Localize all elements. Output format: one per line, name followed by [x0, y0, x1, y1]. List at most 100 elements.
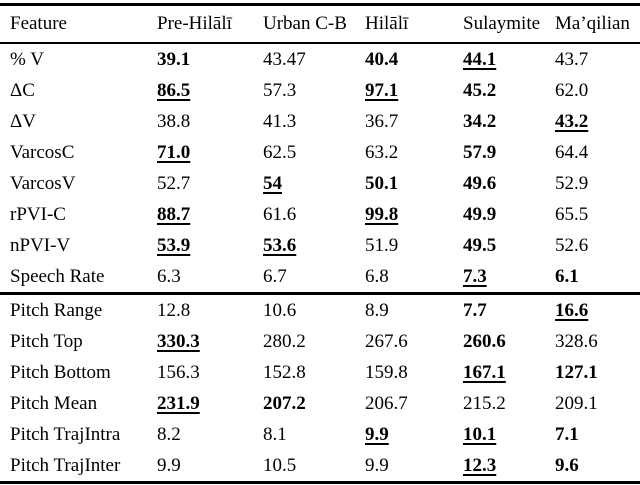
cell-value: 86.5 [157, 79, 191, 101]
cell-value: 9.6 [555, 454, 579, 476]
value-cell: 43.2 [555, 106, 640, 137]
cell-value: 64.4 [555, 141, 589, 163]
value-cell: 86.5 [157, 75, 263, 106]
cell-value: 267.6 [365, 330, 408, 352]
cell-value: 38.8 [157, 110, 191, 132]
table-row: ΔV 38.8 41.3 36.7 34.2 43.2 [0, 106, 640, 137]
value-cell: 62.0 [555, 75, 640, 106]
table-row: Pitch Bottom 156.3 152.8 159.8 167.1 127.1 [0, 357, 640, 388]
cell-value: 10.6 [263, 299, 297, 321]
cell-value: 10.5 [263, 454, 297, 476]
cell-value: 36.7 [365, 110, 399, 132]
table-row: ΔC 86.5 57.3 97.1 45.2 62.0 [0, 75, 640, 106]
value-cell: 34.2 [463, 106, 555, 137]
value-cell: 50.1 [365, 168, 463, 199]
cell-value: 12.3 [463, 454, 497, 476]
cell-value: 71.0 [157, 141, 191, 163]
feature-cell: Pitch Bottom [10, 361, 111, 383]
cell-value: 41.3 [263, 110, 297, 132]
value-cell: 9.6 [555, 450, 640, 483]
cell-value: 39.1 [157, 48, 191, 70]
cell-value: 330.3 [157, 330, 200, 352]
value-cell: 10.5 [263, 450, 365, 483]
table-header: Feature Pre-Hilālī Urban C-B Hilālī Sula… [0, 4, 640, 44]
feature-cell: rPVI-C [10, 203, 66, 225]
cell-value: 53.6 [263, 234, 297, 256]
value-cell: 156.3 [157, 357, 263, 388]
cell-value: 52.9 [555, 172, 589, 194]
cell-value: 9.9 [365, 454, 389, 476]
cell-value: 8.2 [157, 423, 181, 445]
value-cell: 7.3 [463, 261, 555, 294]
value-cell: 52.6 [555, 230, 640, 261]
cell-value: 9.9 [157, 454, 181, 476]
cell-value: 51.9 [365, 234, 399, 256]
cell-value: 57.9 [463, 141, 497, 163]
value-cell: 9.9 [157, 450, 263, 483]
cell-value: 49.6 [463, 172, 497, 194]
value-cell: 6.7 [263, 261, 365, 294]
cell-value: 6.1 [555, 265, 579, 287]
value-cell: 330.3 [157, 326, 263, 357]
column-header-sulaymite: Sulaymite [463, 4, 555, 44]
value-cell: 206.7 [365, 388, 463, 419]
column-header-pre-hilali: Pre-Hilālī [157, 4, 263, 44]
cell-value: 7.3 [463, 265, 487, 287]
value-cell: 99.8 [365, 199, 463, 230]
value-cell: 267.6 [365, 326, 463, 357]
cell-value: 8.9 [365, 299, 389, 321]
feature-cell: Pitch TrajIntra [10, 423, 121, 445]
value-cell: 39.1 [157, 43, 263, 75]
value-cell: 53.6 [263, 230, 365, 261]
cell-value: 7.1 [555, 423, 579, 445]
cell-value: 159.8 [365, 361, 408, 383]
cell-value: 328.6 [555, 330, 598, 352]
cell-value: 207.2 [263, 392, 306, 414]
value-cell: 52.7 [157, 168, 263, 199]
table-row: Pitch Top 330.3 280.2 267.6 260.6 328.6 [0, 326, 640, 357]
value-cell: 167.1 [463, 357, 555, 388]
cell-value: 43.2 [555, 110, 589, 132]
value-cell: 280.2 [263, 326, 365, 357]
table-row: VarcosC 71.0 62.5 63.2 57.9 64.4 [0, 137, 640, 168]
column-header-hilali: Hilālī [365, 4, 463, 44]
cell-value: 43.47 [263, 48, 306, 70]
value-cell: 57.3 [263, 75, 365, 106]
value-cell: 36.7 [365, 106, 463, 137]
cell-value: 97.1 [365, 79, 399, 101]
cell-value: 49.9 [463, 203, 497, 225]
value-cell: 57.9 [463, 137, 555, 168]
cell-value: 7.7 [463, 299, 487, 321]
cell-value: 156.3 [157, 361, 200, 383]
value-cell: 7.7 [463, 294, 555, 327]
value-cell: 215.2 [463, 388, 555, 419]
cell-value: 127.1 [555, 361, 598, 383]
value-cell: 8.9 [365, 294, 463, 327]
feature-cell: Pitch Mean [10, 392, 98, 414]
table-row: % V 39.1 43.47 40.4 44.1 43.7 [0, 43, 640, 75]
cell-value: 9.9 [365, 423, 389, 445]
cell-value: 40.4 [365, 48, 399, 70]
feature-cell: ΔC [10, 79, 35, 101]
feature-cell: VarcosC [10, 141, 75, 163]
dialect-feature-comparison-table: Feature Pre-Hilālī Urban C-B Hilālī Sula… [0, 3, 640, 484]
value-cell: 6.3 [157, 261, 263, 294]
feature-cell: ΔV [10, 110, 36, 132]
value-cell: 62.5 [263, 137, 365, 168]
cell-value: 63.2 [365, 141, 399, 163]
value-cell: 209.1 [555, 388, 640, 419]
value-cell: 10.6 [263, 294, 365, 327]
cell-value: 62.5 [263, 141, 297, 163]
value-cell: 97.1 [365, 75, 463, 106]
value-cell: 260.6 [463, 326, 555, 357]
cell-value: 231.9 [157, 392, 200, 414]
feature-cell: nPVI-V [10, 234, 71, 256]
cell-value: 50.1 [365, 172, 399, 194]
value-cell: 12.8 [157, 294, 263, 327]
cell-value: 206.7 [365, 392, 408, 414]
feature-cell: VarcosV [10, 172, 76, 194]
value-cell: 51.9 [365, 230, 463, 261]
feature-cell: Pitch Top [10, 330, 83, 352]
value-cell: 207.2 [263, 388, 365, 419]
value-cell: 231.9 [157, 388, 263, 419]
